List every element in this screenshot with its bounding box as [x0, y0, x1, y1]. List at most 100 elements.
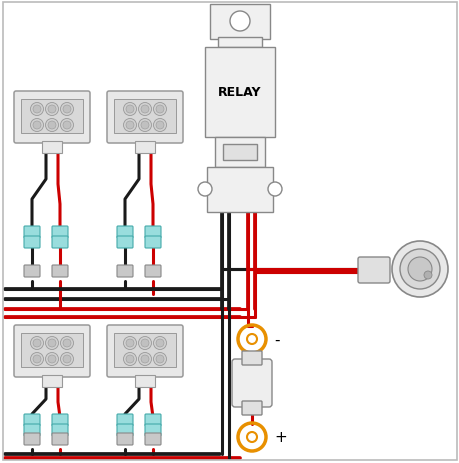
- FancyBboxPatch shape: [223, 144, 257, 161]
- Circle shape: [423, 271, 431, 279]
- FancyBboxPatch shape: [117, 237, 133, 249]
- Circle shape: [33, 339, 41, 347]
- Circle shape: [138, 103, 151, 116]
- Circle shape: [30, 353, 44, 366]
- Circle shape: [45, 119, 58, 132]
- FancyBboxPatch shape: [24, 265, 40, 277]
- FancyBboxPatch shape: [210, 5, 269, 40]
- FancyBboxPatch shape: [117, 424, 133, 436]
- Circle shape: [126, 339, 134, 347]
- FancyBboxPatch shape: [52, 433, 68, 445]
- Circle shape: [61, 337, 73, 350]
- FancyBboxPatch shape: [145, 265, 161, 277]
- Circle shape: [48, 122, 56, 130]
- Circle shape: [61, 103, 73, 116]
- FancyBboxPatch shape: [218, 38, 262, 48]
- FancyBboxPatch shape: [21, 100, 83, 134]
- Circle shape: [156, 122, 164, 130]
- Circle shape: [123, 103, 136, 116]
- FancyBboxPatch shape: [241, 351, 262, 365]
- FancyBboxPatch shape: [134, 375, 155, 387]
- Text: -: -: [274, 332, 279, 347]
- FancyBboxPatch shape: [107, 92, 183, 144]
- FancyBboxPatch shape: [52, 237, 68, 249]
- FancyBboxPatch shape: [117, 226, 133, 238]
- Circle shape: [48, 355, 56, 363]
- Circle shape: [123, 119, 136, 132]
- Circle shape: [391, 242, 447, 297]
- FancyBboxPatch shape: [145, 237, 161, 249]
- FancyBboxPatch shape: [42, 142, 62, 154]
- Circle shape: [63, 122, 71, 130]
- Circle shape: [138, 353, 151, 366]
- Circle shape: [63, 355, 71, 363]
- Circle shape: [407, 257, 431, 282]
- Circle shape: [63, 106, 71, 114]
- FancyBboxPatch shape: [117, 433, 133, 445]
- Circle shape: [230, 12, 249, 32]
- FancyBboxPatch shape: [205, 48, 274, 138]
- FancyBboxPatch shape: [52, 414, 68, 426]
- FancyBboxPatch shape: [114, 333, 176, 367]
- Text: +: +: [274, 430, 286, 444]
- Circle shape: [153, 353, 166, 366]
- Circle shape: [45, 337, 58, 350]
- FancyBboxPatch shape: [14, 325, 90, 377]
- Circle shape: [153, 103, 166, 116]
- Circle shape: [30, 119, 44, 132]
- FancyBboxPatch shape: [52, 265, 68, 277]
- Circle shape: [33, 122, 41, 130]
- FancyBboxPatch shape: [21, 333, 83, 367]
- Circle shape: [141, 106, 149, 114]
- FancyBboxPatch shape: [24, 433, 40, 445]
- Circle shape: [156, 339, 164, 347]
- Circle shape: [153, 337, 166, 350]
- Circle shape: [45, 353, 58, 366]
- FancyBboxPatch shape: [214, 138, 264, 168]
- Circle shape: [30, 337, 44, 350]
- FancyBboxPatch shape: [117, 265, 133, 277]
- FancyBboxPatch shape: [241, 401, 262, 415]
- FancyBboxPatch shape: [357, 257, 389, 283]
- FancyBboxPatch shape: [145, 433, 161, 445]
- Circle shape: [197, 182, 212, 197]
- FancyBboxPatch shape: [24, 414, 40, 426]
- FancyBboxPatch shape: [14, 92, 90, 144]
- Circle shape: [33, 106, 41, 114]
- Circle shape: [153, 119, 166, 132]
- Circle shape: [48, 106, 56, 114]
- FancyBboxPatch shape: [24, 237, 40, 249]
- Circle shape: [123, 337, 136, 350]
- FancyBboxPatch shape: [145, 226, 161, 238]
- Circle shape: [156, 106, 164, 114]
- Circle shape: [399, 250, 439, 289]
- Circle shape: [156, 355, 164, 363]
- Circle shape: [123, 353, 136, 366]
- Circle shape: [33, 355, 41, 363]
- Circle shape: [45, 103, 58, 116]
- Circle shape: [246, 432, 257, 442]
- Circle shape: [141, 355, 149, 363]
- Circle shape: [126, 355, 134, 363]
- FancyBboxPatch shape: [42, 375, 62, 387]
- FancyBboxPatch shape: [114, 100, 176, 134]
- Circle shape: [61, 353, 73, 366]
- FancyBboxPatch shape: [207, 168, 272, 213]
- Text: RELAY: RELAY: [218, 86, 261, 99]
- FancyBboxPatch shape: [145, 424, 161, 436]
- FancyBboxPatch shape: [24, 424, 40, 436]
- FancyBboxPatch shape: [134, 142, 155, 154]
- Circle shape: [30, 103, 44, 116]
- Circle shape: [138, 119, 151, 132]
- Circle shape: [141, 339, 149, 347]
- Circle shape: [138, 337, 151, 350]
- Circle shape: [61, 119, 73, 132]
- FancyBboxPatch shape: [145, 414, 161, 426]
- Circle shape: [126, 106, 134, 114]
- FancyBboxPatch shape: [24, 226, 40, 238]
- FancyBboxPatch shape: [107, 325, 183, 377]
- FancyBboxPatch shape: [117, 414, 133, 426]
- FancyBboxPatch shape: [231, 359, 271, 407]
- Circle shape: [126, 122, 134, 130]
- Circle shape: [246, 334, 257, 344]
